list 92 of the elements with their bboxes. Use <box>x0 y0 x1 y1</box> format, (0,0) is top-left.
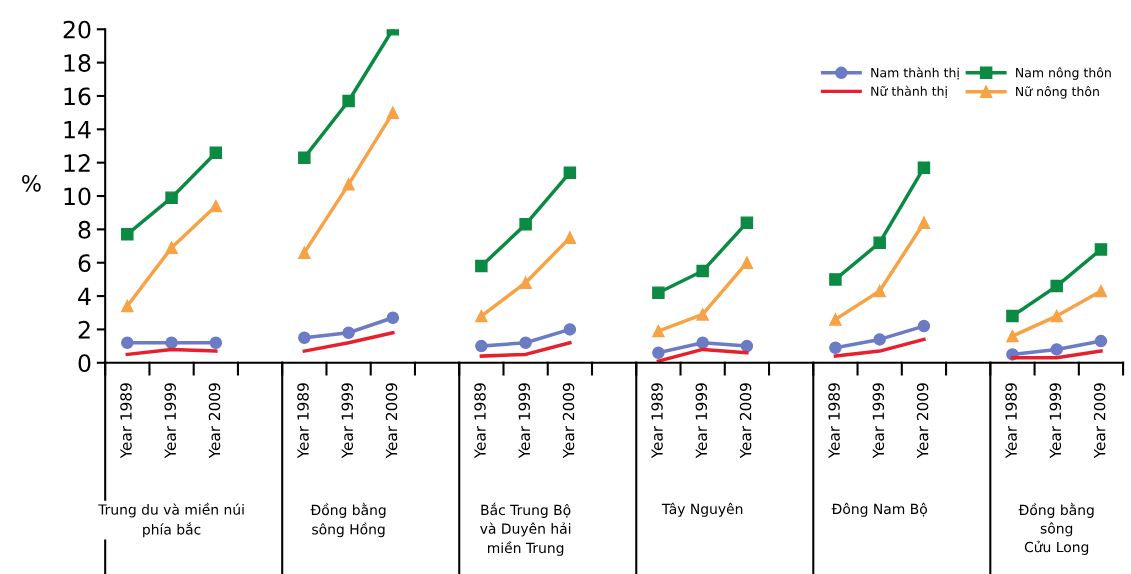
point <box>696 336 709 350</box>
point <box>873 333 886 346</box>
x-tick-label: Year 1989 <box>120 383 132 459</box>
point <box>298 331 311 345</box>
point <box>519 336 532 350</box>
point <box>519 218 532 231</box>
point <box>873 284 886 298</box>
point <box>740 256 754 269</box>
point <box>917 161 931 174</box>
legend-label: Nam nông thôn <box>1016 67 1111 80</box>
y-tick-label: 8 <box>78 220 91 239</box>
point <box>121 228 134 241</box>
x-tick-label: Year 1999 <box>872 383 885 459</box>
point <box>475 339 488 353</box>
point <box>873 236 886 249</box>
point <box>209 199 223 213</box>
point <box>298 151 311 164</box>
y-tick-label: 4 <box>78 287 91 306</box>
point <box>1050 279 1063 293</box>
point <box>696 264 709 278</box>
point <box>519 276 532 289</box>
x-tick-label: Year 1989 <box>474 383 486 459</box>
y-tick-label: 18 <box>64 54 91 72</box>
legend-label: Nữ nông thôn <box>1016 86 1099 99</box>
text: Đồng bằng sông Hồng <box>310 502 386 538</box>
point <box>696 308 709 321</box>
point <box>298 246 311 259</box>
text: Đông Nam Bộ <box>831 502 927 517</box>
x-tick-label: Year 2009 <box>208 383 221 459</box>
point <box>563 323 577 336</box>
point <box>1006 309 1019 323</box>
point <box>121 299 134 313</box>
x-tick-label: Year 1999 <box>518 383 531 459</box>
point <box>563 231 577 244</box>
y-tick-label: 2 <box>78 320 90 339</box>
point <box>386 106 400 119</box>
point <box>829 313 842 326</box>
point <box>209 146 223 159</box>
y-tick-label: 14 <box>64 121 91 139</box>
point <box>1006 329 1019 343</box>
point <box>740 216 754 229</box>
point <box>386 311 400 324</box>
point <box>165 336 178 350</box>
y-tick-label: 0 <box>78 354 91 373</box>
point <box>740 339 754 353</box>
y-axis-title: % <box>22 174 41 192</box>
point <box>165 191 178 204</box>
x-tick-label: Year 1989 <box>297 383 309 459</box>
point <box>342 178 355 191</box>
point <box>121 336 134 350</box>
x-tick-label: Year 2009 <box>562 383 575 459</box>
y-tick-label: 20 <box>63 20 91 39</box>
x-tick-label: Year 1989 <box>1005 383 1017 459</box>
text: Đồng bằng sông Cửu Long <box>1018 502 1094 555</box>
x-tick-label: Year 1989 <box>828 383 840 459</box>
x-tick-label: Year 2009 <box>385 383 398 459</box>
point <box>209 336 223 350</box>
y-tick-label: 6 <box>78 254 91 273</box>
point <box>652 286 665 299</box>
x-tick-label: Year 1999 <box>695 383 708 459</box>
point <box>917 319 931 333</box>
point <box>563 166 577 179</box>
text: Bắc Trung Bộ và Duyên hải miền Trung <box>480 502 571 556</box>
point <box>829 341 842 355</box>
x-tick-label: Year 1989 <box>651 383 663 459</box>
x-tick-label: Year 2009 <box>916 383 929 459</box>
x-tick-label: Year 2009 <box>739 383 752 459</box>
point <box>652 346 665 360</box>
point <box>165 241 178 254</box>
legend-label: Nữ thành thị <box>871 85 947 99</box>
legend-label: Nam thành thị <box>871 67 959 80</box>
point <box>1094 243 1108 256</box>
point <box>475 309 488 323</box>
x-tick-label: Year 1999 <box>164 383 176 459</box>
point <box>829 273 842 286</box>
point <box>1094 334 1108 348</box>
x-tick-label: Year 1999 <box>1049 383 1062 459</box>
text: Tây Nguyên <box>661 502 743 517</box>
point <box>1050 343 1063 356</box>
y-tick-label: 12 <box>64 154 90 172</box>
y-tick-label: 16 <box>64 87 91 106</box>
point <box>342 326 355 340</box>
point <box>652 324 665 338</box>
text: Trung du và miền núi phía bắc <box>98 502 244 538</box>
point <box>917 216 931 229</box>
x-tick-label: Year 1999 <box>341 383 354 459</box>
x-tick-label: Year 2009 <box>1093 383 1106 459</box>
y-tick-label: 10 <box>64 187 91 206</box>
point <box>1094 284 1108 298</box>
point <box>1050 309 1063 323</box>
point <box>342 94 355 108</box>
point <box>475 259 488 273</box>
